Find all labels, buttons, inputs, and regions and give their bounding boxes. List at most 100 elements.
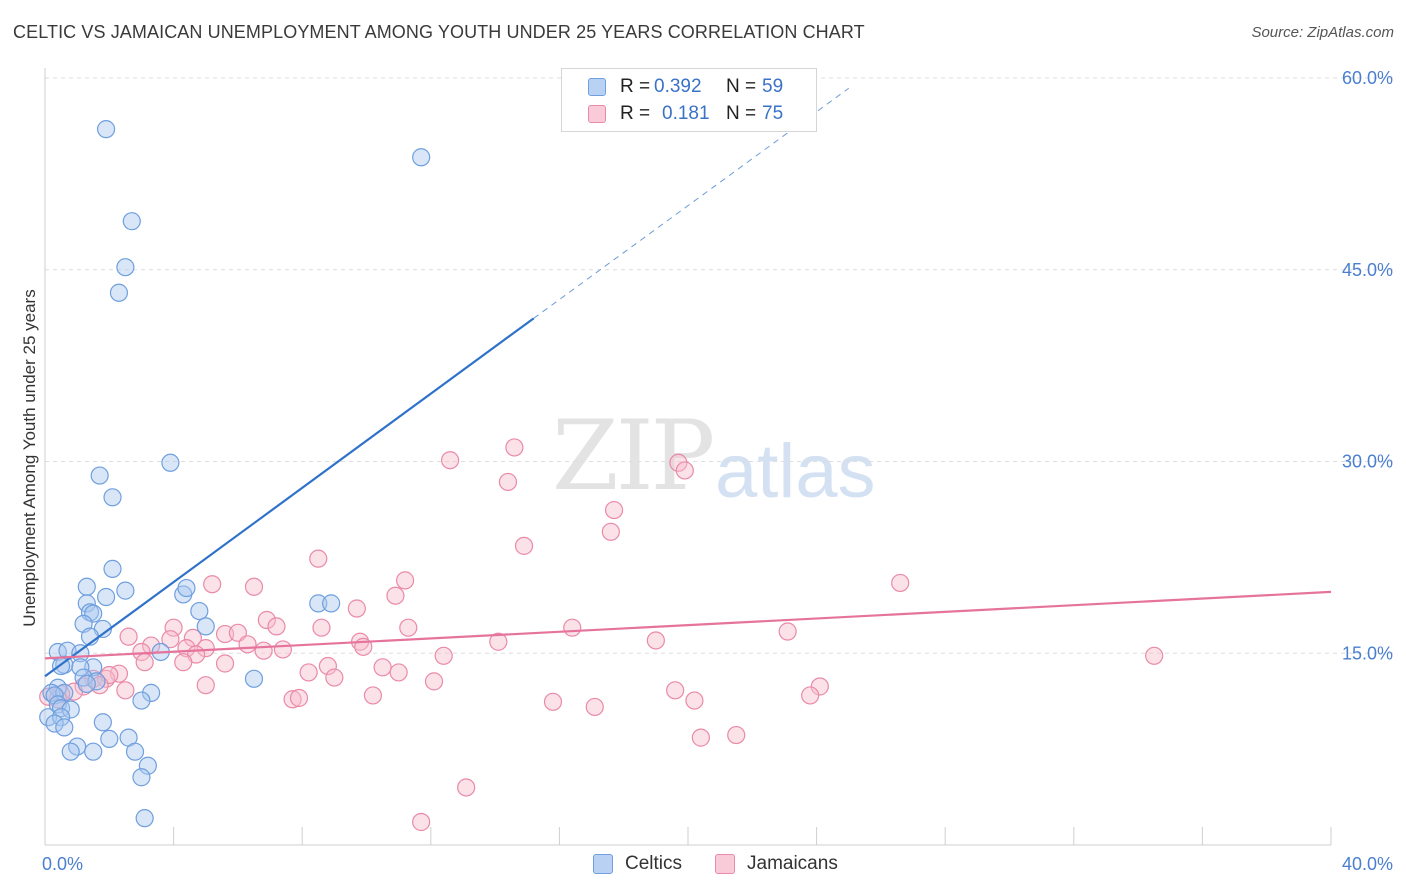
celtics-point (309, 594, 328, 613)
bottom-legend-celtics: Celtics (593, 852, 682, 876)
jamaicans-point (601, 522, 620, 541)
celtics-point (161, 453, 180, 472)
jamaicans-point (135, 653, 154, 672)
jamaicans-point (177, 639, 196, 658)
jamaicans-point (254, 641, 273, 660)
r-label: R = (620, 103, 651, 124)
jamaicans-point (778, 622, 797, 641)
jamaicans-point (273, 640, 293, 659)
jamaicans-point (891, 573, 910, 593)
celtics-point (96, 587, 116, 607)
jamaicans-point (563, 618, 582, 637)
jamaicans-point (347, 599, 366, 618)
celtics-point (109, 283, 129, 302)
jamaicans-point (514, 536, 534, 555)
r-value: 0.392 (654, 76, 702, 97)
celtics-point (103, 488, 122, 507)
y-tick-label: 45.0% (1342, 260, 1393, 280)
source-label: Source: ZipAtlas.com (1251, 24, 1394, 41)
celtics-point (61, 742, 80, 761)
jamaicans-point (457, 778, 476, 797)
celtics-point (45, 714, 64, 733)
watermark-zip: ZIP (552, 400, 715, 512)
celtics-point (84, 742, 103, 761)
legend-row-celtics: R = 0.392 N = 59 (588, 76, 783, 98)
celtics-point (132, 691, 151, 710)
jamaicans-point (363, 686, 383, 705)
r-value: 0.181 (662, 103, 710, 124)
jamaicans-point (386, 586, 405, 605)
jamaicans-point (389, 663, 408, 682)
r-label: R = (620, 76, 651, 97)
celtics-point (77, 674, 96, 694)
jamaicans-point (691, 728, 710, 747)
celtics-point (190, 601, 209, 621)
jamaicans-point (309, 549, 328, 568)
legend-row-jamaicans: R = 0.181 N = 75 (588, 103, 783, 125)
jamaicans-point (161, 630, 180, 649)
jamaicans-points (39, 438, 1164, 832)
jamaicans-point (215, 654, 235, 673)
jamaicans-point (119, 627, 138, 646)
y-tick-label: 15.0% (1342, 643, 1393, 663)
n-value: 59 (762, 76, 784, 97)
jamaicans-point (196, 676, 215, 695)
correlation-legend: R = 0.392 N = 59 R = 0.181 N = 75 (561, 68, 817, 132)
jamaicans-point (489, 632, 508, 651)
axis-labels: 15.0% 30.0% 45.0% 60.0% 0.0% 40.0% Unemploymen… (20, 68, 1393, 874)
jamaicans-point (244, 577, 264, 596)
axes (44, 68, 1332, 846)
jamaicans-trend-line (44, 590, 1332, 660)
jamaicans-point (289, 688, 309, 708)
celtics-point (103, 559, 122, 578)
celtics-point (116, 258, 135, 277)
jamaicans-point (434, 646, 453, 665)
celtics-point (61, 700, 80, 719)
jamaicans-swatch (588, 105, 606, 123)
jamaicans-point (801, 686, 820, 705)
jamaicans-legend-label: Jamaicans (747, 853, 838, 874)
jamaicans-point (116, 681, 135, 700)
celtics-points (39, 120, 431, 828)
y-tick-label: 60.0% (1342, 68, 1393, 88)
jamaicans-point (312, 618, 331, 637)
jamaicans-point (646, 631, 665, 650)
celtics-legend-label: Celtics (625, 853, 683, 874)
x-tick-label-max: 40.0% (1342, 854, 1393, 874)
y-axis-label: Unemployment Among Youth under 25 years (20, 289, 39, 626)
y-tick-label: 30.0% (1342, 452, 1393, 472)
jamaicans-point (543, 692, 563, 711)
celtics-legend-swatch (593, 854, 613, 874)
jamaicans-point (238, 635, 257, 654)
jamaicans-point (505, 438, 524, 457)
jamaicans-point (727, 725, 746, 745)
celtics-point (322, 594, 341, 613)
celtics-point (135, 809, 154, 828)
jamaicans-point (174, 653, 193, 672)
celtics-point (96, 120, 116, 139)
n-label: N = (726, 76, 757, 97)
jamaicans-point (424, 672, 444, 691)
celtics-point (116, 581, 135, 600)
celtics-point (412, 148, 431, 167)
celtics-point (77, 577, 96, 596)
jamaicans-point (196, 639, 215, 658)
jamaicans-point (267, 617, 286, 636)
jamaicans-point (141, 636, 161, 655)
celtics-point (55, 718, 74, 737)
jamaicans-point (412, 812, 431, 832)
jamaicans-point (373, 658, 392, 677)
jamaicans-point (604, 500, 624, 520)
x-tick-label-min: 0.0% (42, 854, 83, 874)
jamaicans-point (440, 451, 460, 470)
jamaicans-point (215, 624, 235, 644)
jamaicans-point (685, 691, 704, 710)
jamaicans-point (203, 575, 222, 594)
jamaicans-legend-swatch (715, 854, 735, 874)
gridlines (45, 77, 1394, 654)
celtics-point (42, 683, 61, 702)
jamaicans-point (395, 571, 415, 590)
watermark-atlas: atlas (715, 429, 876, 514)
jamaicans-point (164, 618, 183, 637)
